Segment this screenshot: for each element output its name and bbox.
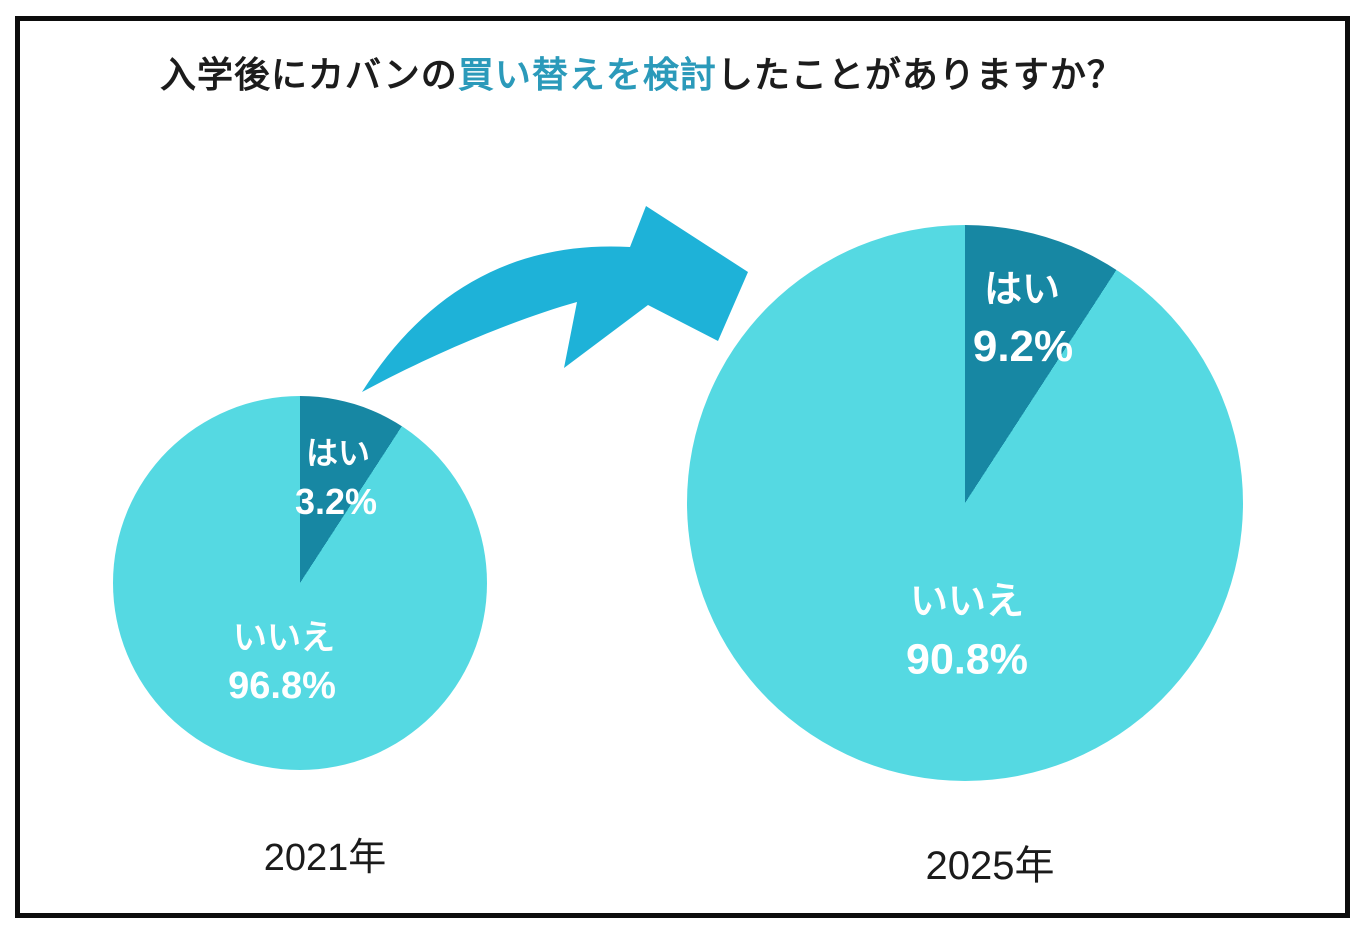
year-label-2021: 2021年 (263, 837, 387, 879)
pie-chart-2021 (113, 396, 487, 770)
border-frame (15, 16, 1350, 918)
pie-2021-yes-value: 3.2% (294, 481, 378, 522)
pie-2025-no-value: 90.8% (906, 635, 1028, 684)
title-prefix: 入学後にカバンの (160, 54, 458, 95)
title-highlight: 買い替えを検討 (457, 54, 717, 95)
pie-2021-no-value: 96.8% (228, 665, 336, 707)
pie-2021-no-label: いいえ (233, 619, 335, 657)
pie-2025-yes-label: はい (983, 269, 1061, 311)
pie-2021-yes-label: はい (305, 435, 371, 471)
pie-2025-no-label: いいえ (909, 581, 1025, 623)
pie-chart-2025 (687, 225, 1243, 781)
year-label-2025: 2025年 (925, 844, 1055, 888)
chart-title: 入学後にカバンの買い替えを検討したことがありますか？ (160, 53, 1124, 97)
title-suffix: したことがありますか？ (716, 54, 1124, 95)
pie-2025-yes-value: 9.2% (972, 322, 1074, 371)
